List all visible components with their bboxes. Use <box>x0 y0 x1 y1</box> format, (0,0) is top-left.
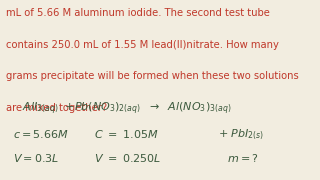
Text: mL of 5.66 M aluminum iodide. The second test tube: mL of 5.66 M aluminum iodide. The second… <box>6 8 270 18</box>
Text: $AlI_{3(aq)}$  $+Pb(NO_3)_{2(aq)}$  $\rightarrow$  $Al(NO_3)_{3(aq)}$: $AlI_{3(aq)}$ $+Pb(NO_3)_{2(aq)}$ $\righ… <box>22 101 232 117</box>
Text: $c$$=$$5.66M$: $c$$=$$5.66M$ <box>13 128 69 140</box>
Text: grams precipitate will be formed when these two solutions: grams precipitate will be formed when th… <box>6 71 299 81</box>
Text: $C$ $=$ $1.05M$: $C$ $=$ $1.05M$ <box>94 128 159 140</box>
Text: $V$$=$$0.3L$: $V$$=$$0.3L$ <box>13 152 59 164</box>
Text: $m$$=$$?$: $m$$=$$?$ <box>227 152 259 164</box>
Text: contains 250.0 mL of 1.55 M lead(II)nitrate. How many: contains 250.0 mL of 1.55 M lead(II)nitr… <box>6 40 279 50</box>
Text: $+$ $PbI_{2(s)}$: $+$ $PbI_{2(s)}$ <box>218 128 264 142</box>
Text: are mixed together?: are mixed together? <box>6 103 107 113</box>
Text: $V$ $=$ $0.250L$: $V$ $=$ $0.250L$ <box>94 152 162 164</box>
